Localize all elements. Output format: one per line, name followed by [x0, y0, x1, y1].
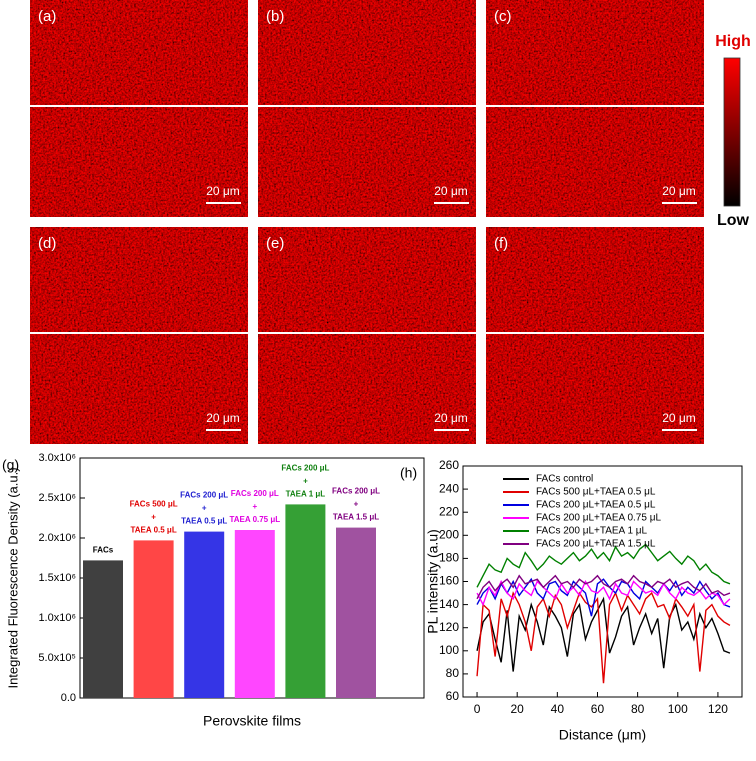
x-tick-label: 0	[474, 702, 481, 716]
scale-bar-label: 20 μm	[206, 411, 240, 425]
micrograph	[486, 227, 704, 444]
y-tick-label: 1.0x10⁶	[38, 612, 76, 624]
y-tick-label: 0.0	[61, 692, 76, 704]
scale-bar-label: 20 μm	[662, 184, 696, 198]
bar-annotation: FACs 200 μL	[332, 487, 380, 496]
y-tick-label: 240	[439, 481, 459, 495]
bar-annotation: FACs 200 μL	[180, 491, 228, 500]
y-tick-label: 100	[439, 643, 459, 657]
panel-label: (h)	[400, 465, 417, 481]
scale-bar-label: 20 μm	[434, 411, 468, 425]
bar	[83, 560, 123, 698]
y-tick-label: 3.0x10⁶	[38, 452, 76, 464]
y-tick-label: 120	[439, 620, 459, 634]
x-tick-label: 120	[708, 702, 728, 716]
panel-label: (c)	[494, 8, 512, 25]
panel-label: (d)	[38, 235, 56, 252]
legend-label: FACs 200 μL+TAEA 1 μL	[536, 526, 648, 537]
bar-annotation: FACs 200 μL	[281, 464, 329, 473]
scale-bar-label: 20 μm	[434, 184, 468, 198]
plot-area	[476, 543, 731, 684]
x-tick-label: 100	[668, 702, 688, 716]
y-tick-label: 2.5x10⁶	[38, 492, 76, 504]
bar-annotation: +	[202, 504, 207, 513]
bar-annotation: TAEA 0.5 μL	[181, 517, 227, 526]
data-line	[476, 577, 731, 617]
y-tick-label: 5.0x10⁵	[38, 652, 76, 664]
legend-label: FACs control	[536, 474, 593, 485]
y-tick-label: 140	[439, 597, 459, 611]
micrograph	[486, 0, 704, 217]
x-axis-title: Distance (μm)	[559, 727, 646, 743]
colorbar-low: Low	[717, 212, 750, 229]
bar-annotation: TAEA 0.75 μL	[229, 515, 280, 524]
bar	[133, 540, 174, 698]
y-tick-label: 1.5x10⁶	[38, 572, 76, 584]
bar-annotation: TAEA 1 μL	[286, 490, 326, 499]
micrograph	[30, 0, 248, 217]
y-tick-label: 180	[439, 551, 459, 565]
y-tick-label: 200	[439, 527, 459, 541]
y-tick-label: 160	[439, 574, 459, 588]
legend-label: FACs 200 μL+TAEA 1.5 μL	[536, 539, 656, 550]
panel-label: (e)	[266, 235, 284, 252]
bar-annotation: +	[303, 477, 308, 486]
plot-frame	[462, 465, 743, 698]
panel-label: (b)	[266, 8, 284, 25]
micrograph	[258, 227, 476, 444]
colorbar-high: High	[715, 33, 751, 50]
y-axis-title: Integrated Fluorescence Density (a.u.)	[5, 467, 20, 688]
data-line	[476, 543, 731, 588]
panel-label: (f)	[494, 235, 508, 252]
bar	[234, 530, 275, 698]
y-tick-label: 2.0x10⁶	[38, 532, 76, 544]
bar	[285, 504, 326, 698]
bar-annotation: +	[354, 500, 359, 509]
y-axis-title: PL intensity (a.u)	[425, 529, 441, 634]
y-tick-label: 220	[439, 504, 459, 518]
data-line	[476, 596, 731, 672]
colorbar	[723, 57, 741, 207]
x-tick-label: 60	[591, 702, 605, 716]
x-tick-label: 80	[631, 702, 645, 716]
x-tick-label: 40	[551, 702, 565, 716]
x-axis-title: Perovskite films	[203, 713, 301, 729]
data-line	[476, 579, 731, 607]
panel-label: (a)	[38, 8, 56, 25]
y-tick-label: 80	[446, 666, 460, 680]
bar-annotation: +	[252, 502, 257, 511]
micrograph	[258, 0, 476, 217]
bar-annotation: TAEA 1.5 μL	[333, 513, 379, 522]
data-line	[476, 591, 731, 684]
legend-label: FACs 200 μL+TAEA 0.5 μL	[536, 500, 656, 511]
legend-label: FACs 500 μL+TAEA 0.5 μL	[536, 487, 656, 498]
micrograph	[30, 227, 248, 444]
x-tick-label: 20	[511, 702, 525, 716]
bar-annotation: FACs	[93, 546, 114, 555]
scale-bar-label: 20 μm	[662, 411, 696, 425]
bar-annotation: FACs 200 μL	[231, 489, 279, 498]
legend-label: FACs 200 μL+TAEA 0.75 μL	[536, 513, 661, 524]
data-line	[476, 574, 731, 600]
y-tick-label: 260	[439, 458, 459, 472]
scale-bar-label: 20 μm	[206, 184, 240, 198]
panel-label: (g)	[2, 457, 19, 473]
bar-annotation: FACs 500 μL	[130, 500, 178, 509]
bar	[336, 527, 376, 698]
y-tick-label: 60	[446, 689, 460, 703]
bar-annotation: TAEA 0.5 μL	[130, 526, 176, 535]
bar	[184, 531, 225, 698]
bar-annotation: +	[151, 513, 156, 522]
